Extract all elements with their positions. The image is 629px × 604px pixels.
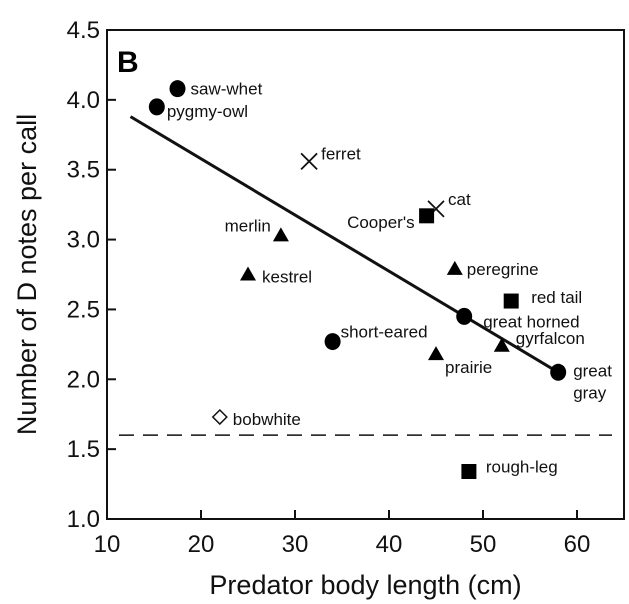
point-label: rough-leg <box>486 457 558 476</box>
point-label: peregrine <box>467 260 539 279</box>
data-point: great gray <box>550 361 612 402</box>
point-label: red tail <box>531 288 582 307</box>
x-tick-label: 60 <box>564 531 591 558</box>
point-label: prairie <box>445 358 492 377</box>
y-tick-label: 4.5 <box>67 17 100 44</box>
x-tick-label: 40 <box>376 531 403 558</box>
point-label: gyrfalcon <box>516 329 585 348</box>
triangle-marker <box>493 337 510 352</box>
square-marker <box>461 463 477 479</box>
square-marker <box>419 208 435 224</box>
panel-label: B <box>117 46 139 79</box>
data-point: pygmy-owl <box>148 98 248 121</box>
y-tick-label: 1.0 <box>67 506 100 533</box>
x-marker-stroke <box>300 152 318 170</box>
y-tick-label: 3.5 <box>67 157 100 184</box>
data-point: red tail <box>503 288 582 309</box>
point-label: ferret <box>321 144 361 163</box>
x-axis-ticks: 10 20 30 40 50 60 <box>94 510 591 558</box>
data-point: merlin <box>225 216 289 242</box>
data-point: peregrine <box>446 260 539 279</box>
data-point: Cooper's <box>347 208 435 232</box>
point-label: great gray <box>573 361 612 402</box>
y-tick-label: 2.0 <box>67 366 100 393</box>
data-point: bobwhite <box>211 408 301 429</box>
circle-marker <box>169 80 186 98</box>
point-label: kestrel <box>262 268 312 287</box>
square-marker <box>503 293 519 309</box>
triangle-marker <box>272 227 289 242</box>
point-label: merlin <box>225 216 271 235</box>
data-point: gyrfalcon <box>493 329 585 352</box>
circle-marker <box>456 307 473 325</box>
data-point: great horned <box>456 307 580 331</box>
x-tick-label: 10 <box>94 531 121 558</box>
circle-marker <box>324 333 341 351</box>
triangle-marker <box>240 266 256 281</box>
point-label: Cooper's <box>347 213 415 232</box>
data-point: cat <box>427 190 471 218</box>
point-label: great horned <box>483 312 579 331</box>
y-tick-label: 1.5 <box>67 436 100 463</box>
circle-marker <box>550 363 567 381</box>
point-label: pygmy-owl <box>167 102 248 121</box>
point-label: bobwhite <box>233 410 301 429</box>
point-label: saw-whet <box>191 80 263 99</box>
x-tick-label: 20 <box>188 531 215 558</box>
x-axis-label: Predator body length (cm) <box>209 570 521 600</box>
regression-line <box>129 115 559 374</box>
data-points: saw-whet pygmy-owl ferret cat Cooper's merlin… <box>148 80 612 479</box>
point-label: cat <box>448 190 471 209</box>
triangle-marker <box>446 260 463 275</box>
circle-marker <box>148 98 165 116</box>
data-point: prairie <box>428 346 492 377</box>
y-tick-label: 2.5 <box>67 296 100 323</box>
y-axis-ticks: 1.0 1.5 2.0 2.5 3.0 3.5 4.0 4.5 <box>67 17 116 533</box>
plot-frame <box>106 29 625 520</box>
data-point: kestrel <box>240 266 312 287</box>
y-tick-label: 3.0 <box>67 227 100 254</box>
x-tick-label: 30 <box>282 531 309 558</box>
data-point: saw-whet <box>169 80 263 99</box>
triangle-marker <box>428 346 444 361</box>
open-diamond-marker <box>211 408 228 426</box>
data-point: rough-leg <box>461 457 558 479</box>
x-tick-label: 50 <box>470 531 497 558</box>
y-axis-label: Number of D notes per call <box>12 114 42 435</box>
data-point: short-eared <box>324 323 428 351</box>
y-tick-label: 4.0 <box>67 87 100 114</box>
point-label: short-eared <box>341 323 428 342</box>
data-point: ferret <box>300 144 361 170</box>
